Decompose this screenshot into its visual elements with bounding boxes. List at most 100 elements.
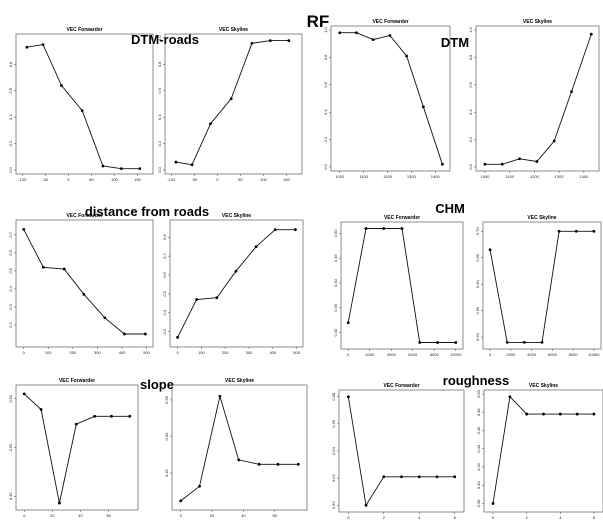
panel-chm-vec-forwarder: VEC Forwarder 0 2000 4000 6000 8000 10000 0.30 0… [333, 215, 464, 357]
group-title-slope: slope [140, 377, 174, 392]
x-tick-label: 0 [216, 177, 219, 182]
data-point [229, 97, 233, 101]
group-title-chm: CHM [435, 201, 465, 216]
data-point [491, 502, 495, 505]
y-tick-label: 0.4 [323, 109, 328, 115]
data-point [488, 248, 492, 252]
data-point [119, 167, 123, 171]
data-point [400, 475, 403, 479]
x-tick-label: 4000 [387, 352, 397, 357]
data-point [592, 229, 596, 233]
series-line [489, 230, 594, 343]
y-tick-label: 0.5 [8, 267, 13, 273]
data-point [346, 321, 350, 325]
data-point [110, 414, 113, 418]
y-tick-label: 0.8 [8, 61, 13, 67]
y-tick-label: 0.3 [8, 303, 13, 309]
y-tick-label: 0.6 [323, 81, 328, 87]
x-tick-label: 4 [559, 515, 562, 520]
series-line [177, 229, 296, 338]
y-tick-label: 0.46 [476, 426, 481, 435]
plot-frame [330, 25, 451, 172]
y-tick-label: 0.4 [162, 309, 167, 315]
plot-frame [15, 219, 154, 348]
y-tick-label: 0.70 [475, 227, 480, 236]
x-tick-label: 1100 [505, 174, 514, 179]
data-point [276, 462, 280, 466]
data-point [454, 341, 458, 344]
plot-frame [164, 33, 303, 175]
data-point [558, 412, 562, 416]
x-tick-label: 1200 [530, 174, 540, 179]
y-tick-label: 0.6 [468, 81, 473, 87]
panel-dtm-roads-vec-skyline: VEC Skyline -100 -50 0 50 100 150 0.0 0.2 0.4 0.6 0… [157, 27, 303, 182]
data-point [25, 45, 29, 49]
x-tick-label: 0 [67, 177, 70, 182]
y-tick-label: 0.6 [8, 249, 13, 255]
data-point [505, 340, 509, 344]
panel-title: VEC Skyline [219, 27, 248, 33]
data-point [198, 484, 201, 488]
data-point [209, 122, 212, 126]
x-tick-label: 0 [347, 515, 350, 520]
y-tick-label: 0.2 [323, 136, 328, 142]
data-point [364, 227, 368, 230]
plot-frame [15, 33, 154, 175]
y-tick-label: 0.45 [164, 468, 169, 477]
data-point [128, 414, 132, 418]
data-point [441, 162, 444, 166]
x-tick-label: 60 [273, 513, 278, 518]
plot-frame [475, 25, 600, 172]
x-tick-label: 1400 [431, 174, 441, 179]
panel-title: VEC Skyline [222, 213, 251, 219]
panel-title: VEC Skyline [529, 383, 558, 389]
x-tick-label: -100 [167, 177, 176, 182]
data-point [542, 412, 545, 416]
data-point [400, 227, 404, 230]
data-point [22, 392, 26, 396]
y-tick-label: 0.50 [331, 501, 336, 510]
plot-frame [338, 389, 465, 513]
data-point [101, 164, 105, 168]
x-tick-label: 200 [222, 350, 229, 355]
data-point [574, 229, 578, 233]
panel-dtm-roads-vec-forwarder: VEC Forwarder -100 -50 0 50 100 150 0.0 0.2 0.4 0.… [8, 27, 154, 182]
x-tick-label: 150 [134, 177, 141, 182]
data-point [338, 31, 342, 35]
x-tick-label: 20 [210, 513, 215, 518]
chart-group-chm: CHM VEC Forwarder 0 2000 4000 6000 8000 10000 0.… [333, 201, 602, 357]
y-tick-label: 0.8 [323, 54, 328, 60]
x-tick-label: -100 [18, 177, 27, 182]
data-point [294, 228, 297, 232]
x-tick-label: 6000 [548, 352, 558, 357]
data-point [518, 157, 521, 161]
x-tick-label: 20 [50, 513, 55, 518]
data-point [218, 394, 222, 398]
data-point [80, 109, 84, 112]
data-point [405, 54, 409, 58]
x-tick-label: 300 [246, 350, 253, 355]
data-point [421, 105, 425, 109]
data-point [453, 475, 457, 479]
y-tick-label: 0.55 [8, 394, 13, 403]
data-point [250, 41, 254, 45]
data-point [215, 296, 219, 300]
panel-title: VEC Forwarder [59, 378, 95, 384]
x-tick-label: 300 [94, 350, 101, 355]
panel-title: VEC Forwarder [384, 215, 420, 221]
y-tick-label: 0.6 [157, 87, 162, 93]
x-tick-label: 6 [593, 515, 596, 520]
x-tick-label: 0 [180, 513, 183, 518]
data-point [575, 412, 579, 416]
y-tick-label: 0.65 [475, 253, 480, 262]
data-point [268, 39, 272, 43]
x-tick-label: 1400 [579, 174, 589, 179]
x-tick-label: 1300 [555, 174, 565, 179]
x-tick-label: 500 [293, 350, 300, 355]
y-tick-label: 0.0 [468, 163, 473, 169]
y-tick-label: 0.50 [333, 229, 338, 238]
data-point [190, 163, 194, 167]
data-point [237, 458, 241, 462]
